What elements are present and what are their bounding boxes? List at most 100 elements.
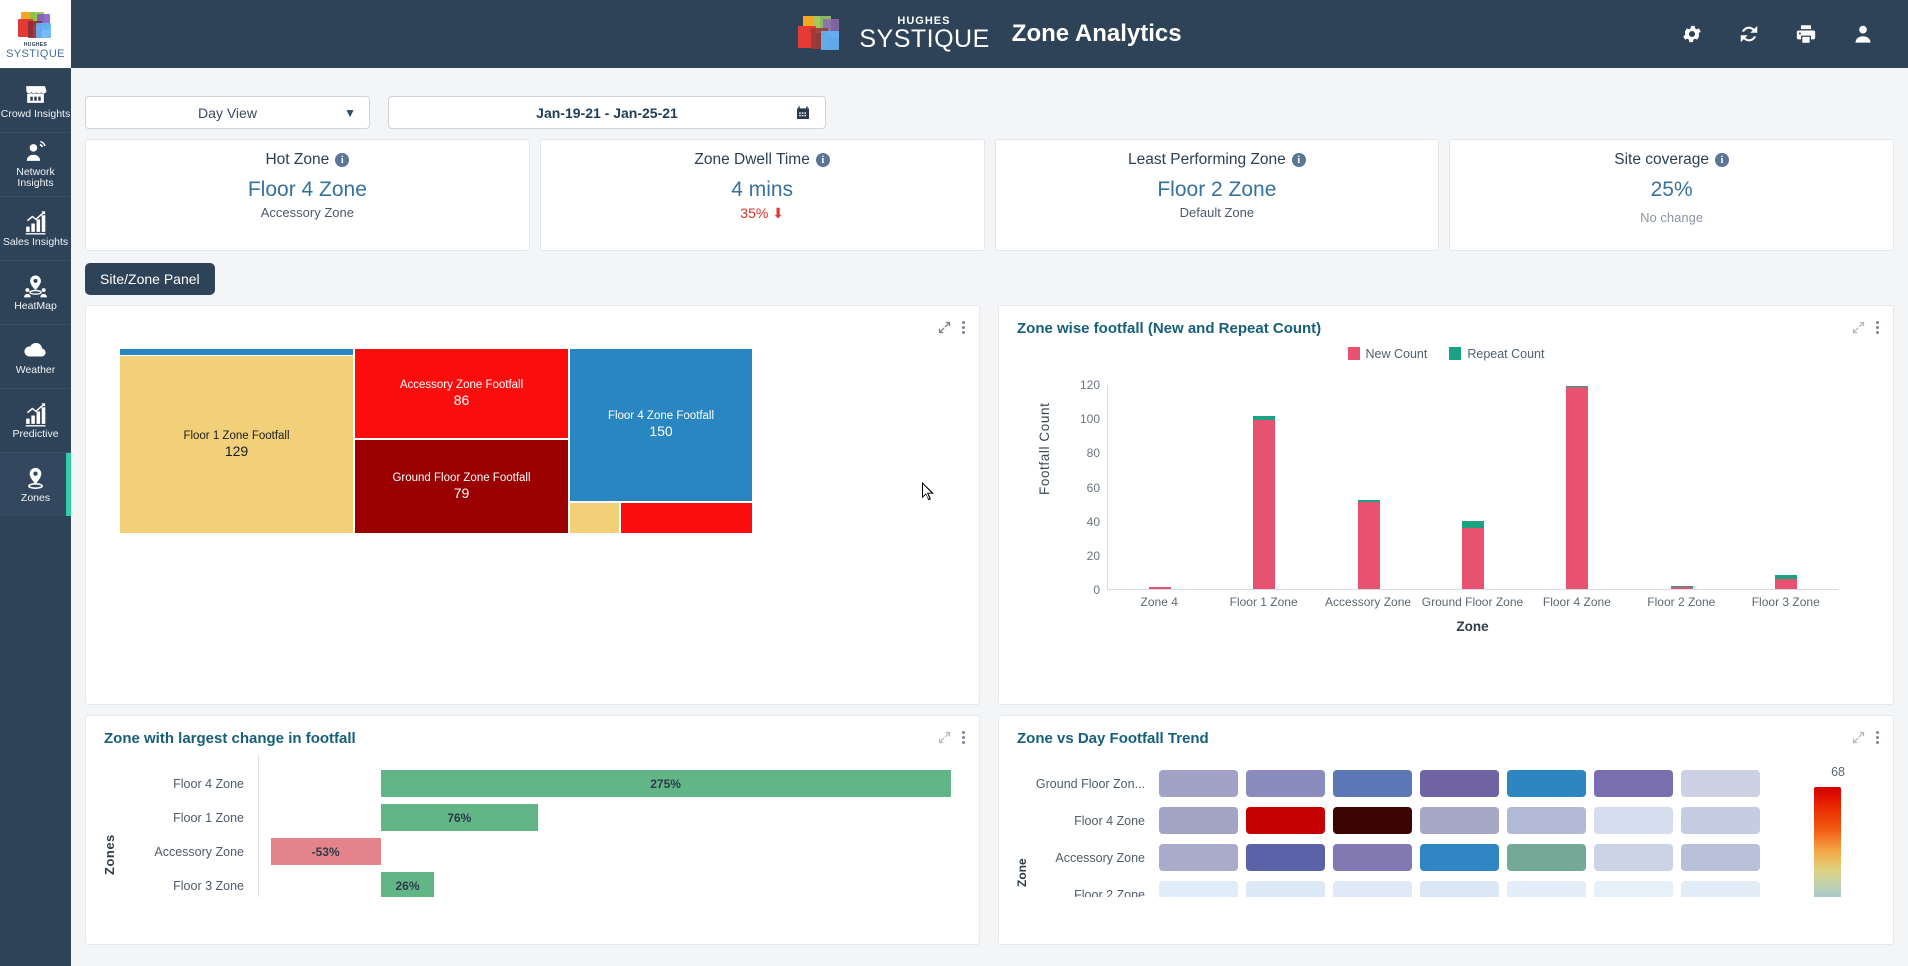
heatmap-cell[interactable] — [1507, 807, 1586, 834]
expand-icon[interactable] — [937, 320, 952, 335]
bar-segment-new — [1461, 527, 1484, 589]
sidebar-item-crowd-insights[interactable]: Crowd Insights — [0, 68, 71, 132]
panel-menu-icon[interactable] — [1876, 321, 1879, 334]
sidebar-item-weather[interactable]: Weather — [0, 324, 71, 388]
kpi-title: Zone Dwell Time i — [551, 151, 974, 169]
kpi-delta: 35% ⬇ — [551, 205, 974, 222]
kpi-title: Site coverage i — [1460, 151, 1883, 169]
user-icon[interactable] — [1852, 23, 1874, 45]
bar-chart-up-icon — [22, 210, 49, 235]
bar-column[interactable] — [1629, 385, 1733, 589]
bar-column[interactable] — [1734, 385, 1838, 589]
calendar-icon[interactable] — [795, 105, 811, 121]
bar-stack — [1566, 385, 1589, 589]
hbar-bar[interactable]: 76% — [380, 804, 539, 831]
hbar-row[interactable]: Accessory Zone -53% — [86, 835, 979, 869]
heatmap-cell[interactable] — [1333, 770, 1412, 797]
heatmap-cell[interactable] — [1420, 807, 1499, 834]
view-select[interactable]: Day View ▼ — [85, 96, 370, 129]
info-icon[interactable]: i — [1715, 153, 1730, 167]
expand-icon[interactable] — [1851, 320, 1866, 335]
bar-column[interactable] — [1108, 385, 1212, 589]
heatmap-cell[interactable] — [1333, 844, 1412, 871]
heatmap-cell[interactable] — [1333, 881, 1412, 897]
y-axis-tick: 20 — [1086, 548, 1100, 563]
heatmap-cell[interactable] — [1507, 844, 1586, 871]
refresh-icon[interactable] — [1738, 23, 1760, 45]
hbar-category-label: Floor 4 Zone — [173, 777, 244, 791]
panel-menu-icon[interactable] — [962, 321, 965, 334]
heatmap-cell[interactable] — [1159, 881, 1238, 897]
sidebar-brand-hughes: HUGHES — [23, 41, 48, 48]
heatmap-cell[interactable] — [1246, 881, 1325, 897]
legend-item[interactable]: Repeat Count — [1449, 347, 1544, 361]
heatmap-cell[interactable] — [1681, 807, 1760, 834]
sidebar-item-network-insights[interactable]: Network Insights — [0, 132, 71, 196]
expand-icon[interactable] — [937, 730, 952, 745]
heatmap-cell[interactable] — [1159, 770, 1238, 797]
kpi-subvalue: Accessory Zone — [260, 205, 354, 220]
sidebar-item-sales-insights[interactable]: Sales Insights — [0, 196, 71, 260]
bar-segment-new — [1149, 587, 1172, 589]
heatmap-cell[interactable] — [1246, 844, 1325, 871]
treemap-cell[interactable]: Floor 1 Zone Footfall 129 — [120, 356, 353, 533]
treemap-cell[interactable] — [120, 349, 353, 355]
heatmap-cell[interactable] — [1159, 844, 1238, 871]
hbar-bar[interactable]: 26% — [380, 872, 435, 897]
info-icon[interactable]: i — [815, 153, 830, 167]
date-range-picker[interactable]: Jan-19-21 - Jan-25-21 — [388, 96, 826, 129]
treemap-cell[interactable]: Floor 4 Zone Footfall 150 — [570, 349, 752, 501]
sidebar-item-predictive[interactable]: Predictive — [0, 388, 71, 452]
heatmap-cell[interactable] — [1507, 770, 1586, 797]
print-icon[interactable] — [1795, 23, 1817, 45]
treemap-cell[interactable]: Accessory Zone Footfall 86 — [355, 349, 568, 438]
heatmap-cell[interactable] — [1420, 770, 1499, 797]
y-axis-tick: 40 — [1086, 514, 1100, 529]
x-axis-tick: Floor 3 Zone — [1751, 595, 1820, 609]
heatmap-cell[interactable] — [1246, 770, 1325, 797]
tab-site-zone-panel[interactable]: Site/Zone Panel — [85, 263, 215, 295]
hbar-row[interactable]: Floor 4 Zone 275% — [86, 767, 979, 801]
heatmap-cell[interactable] — [1333, 807, 1412, 834]
heatmap-cell[interactable] — [1681, 844, 1760, 871]
bar-column[interactable] — [1212, 385, 1316, 589]
kpi-card-zone-dwell-time: Zone Dwell Time i 4 mins 35% ⬇ — [539, 139, 985, 251]
panel-menu-icon[interactable] — [962, 731, 965, 744]
bar-segment-repeat — [1253, 416, 1276, 420]
bar-column[interactable] — [1421, 385, 1525, 589]
treemap-cell[interactable] — [621, 503, 752, 533]
expand-icon[interactable] — [1851, 730, 1866, 745]
bar-column[interactable] — [1317, 385, 1421, 589]
legend-item[interactable]: New Count — [1347, 347, 1427, 361]
heatmap-cell[interactable] — [1681, 881, 1760, 897]
gear-icon[interactable] — [1681, 23, 1703, 45]
heatmap-cell[interactable] — [1681, 770, 1760, 797]
info-icon[interactable]: i — [335, 153, 350, 167]
heatmap-cell[interactable] — [1420, 844, 1499, 871]
treemap-cell[interactable]: Ground Floor Zone Footfall 79 — [355, 440, 568, 533]
sidebar-item-heatmap[interactable]: HeatMap — [0, 260, 71, 324]
heatmap-cell-group — [1159, 807, 1760, 834]
hbar-row[interactable]: Floor 1 Zone 76% — [86, 801, 979, 835]
bar-column[interactable] — [1525, 385, 1629, 589]
panel-menu-icon[interactable] — [1876, 731, 1879, 744]
treemap-chart: Floor 1 Zone Footfall 129 Accessory Zone F… — [120, 349, 752, 533]
hbar-bar[interactable]: -53% — [270, 838, 381, 865]
hbar-bar[interactable]: 275% — [380, 770, 951, 797]
heatmap-cell[interactable] — [1159, 807, 1238, 834]
heatmap-cell[interactable] — [1594, 881, 1673, 897]
hbar-row[interactable]: Floor 3 Zone 26% — [86, 869, 979, 897]
info-icon[interactable]: i — [1291, 153, 1306, 167]
heatmap-cell[interactable] — [1594, 844, 1673, 871]
person-signal-icon — [22, 140, 49, 165]
panel-tools — [1851, 320, 1879, 335]
hbar-track: 275% — [258, 767, 979, 801]
heatmap-cell[interactable] — [1594, 770, 1673, 797]
sidebar-item-zones[interactable]: Zones — [0, 452, 71, 516]
heatmap-cell[interactable] — [1594, 807, 1673, 834]
heatmap-cell[interactable] — [1507, 881, 1586, 897]
heatmap-cell[interactable] — [1246, 807, 1325, 834]
treemap-cell[interactable] — [570, 503, 619, 533]
sidebar-brand[interactable]: HUGHES SYSTIQUE — [0, 0, 71, 68]
heatmap-cell[interactable] — [1420, 881, 1499, 897]
